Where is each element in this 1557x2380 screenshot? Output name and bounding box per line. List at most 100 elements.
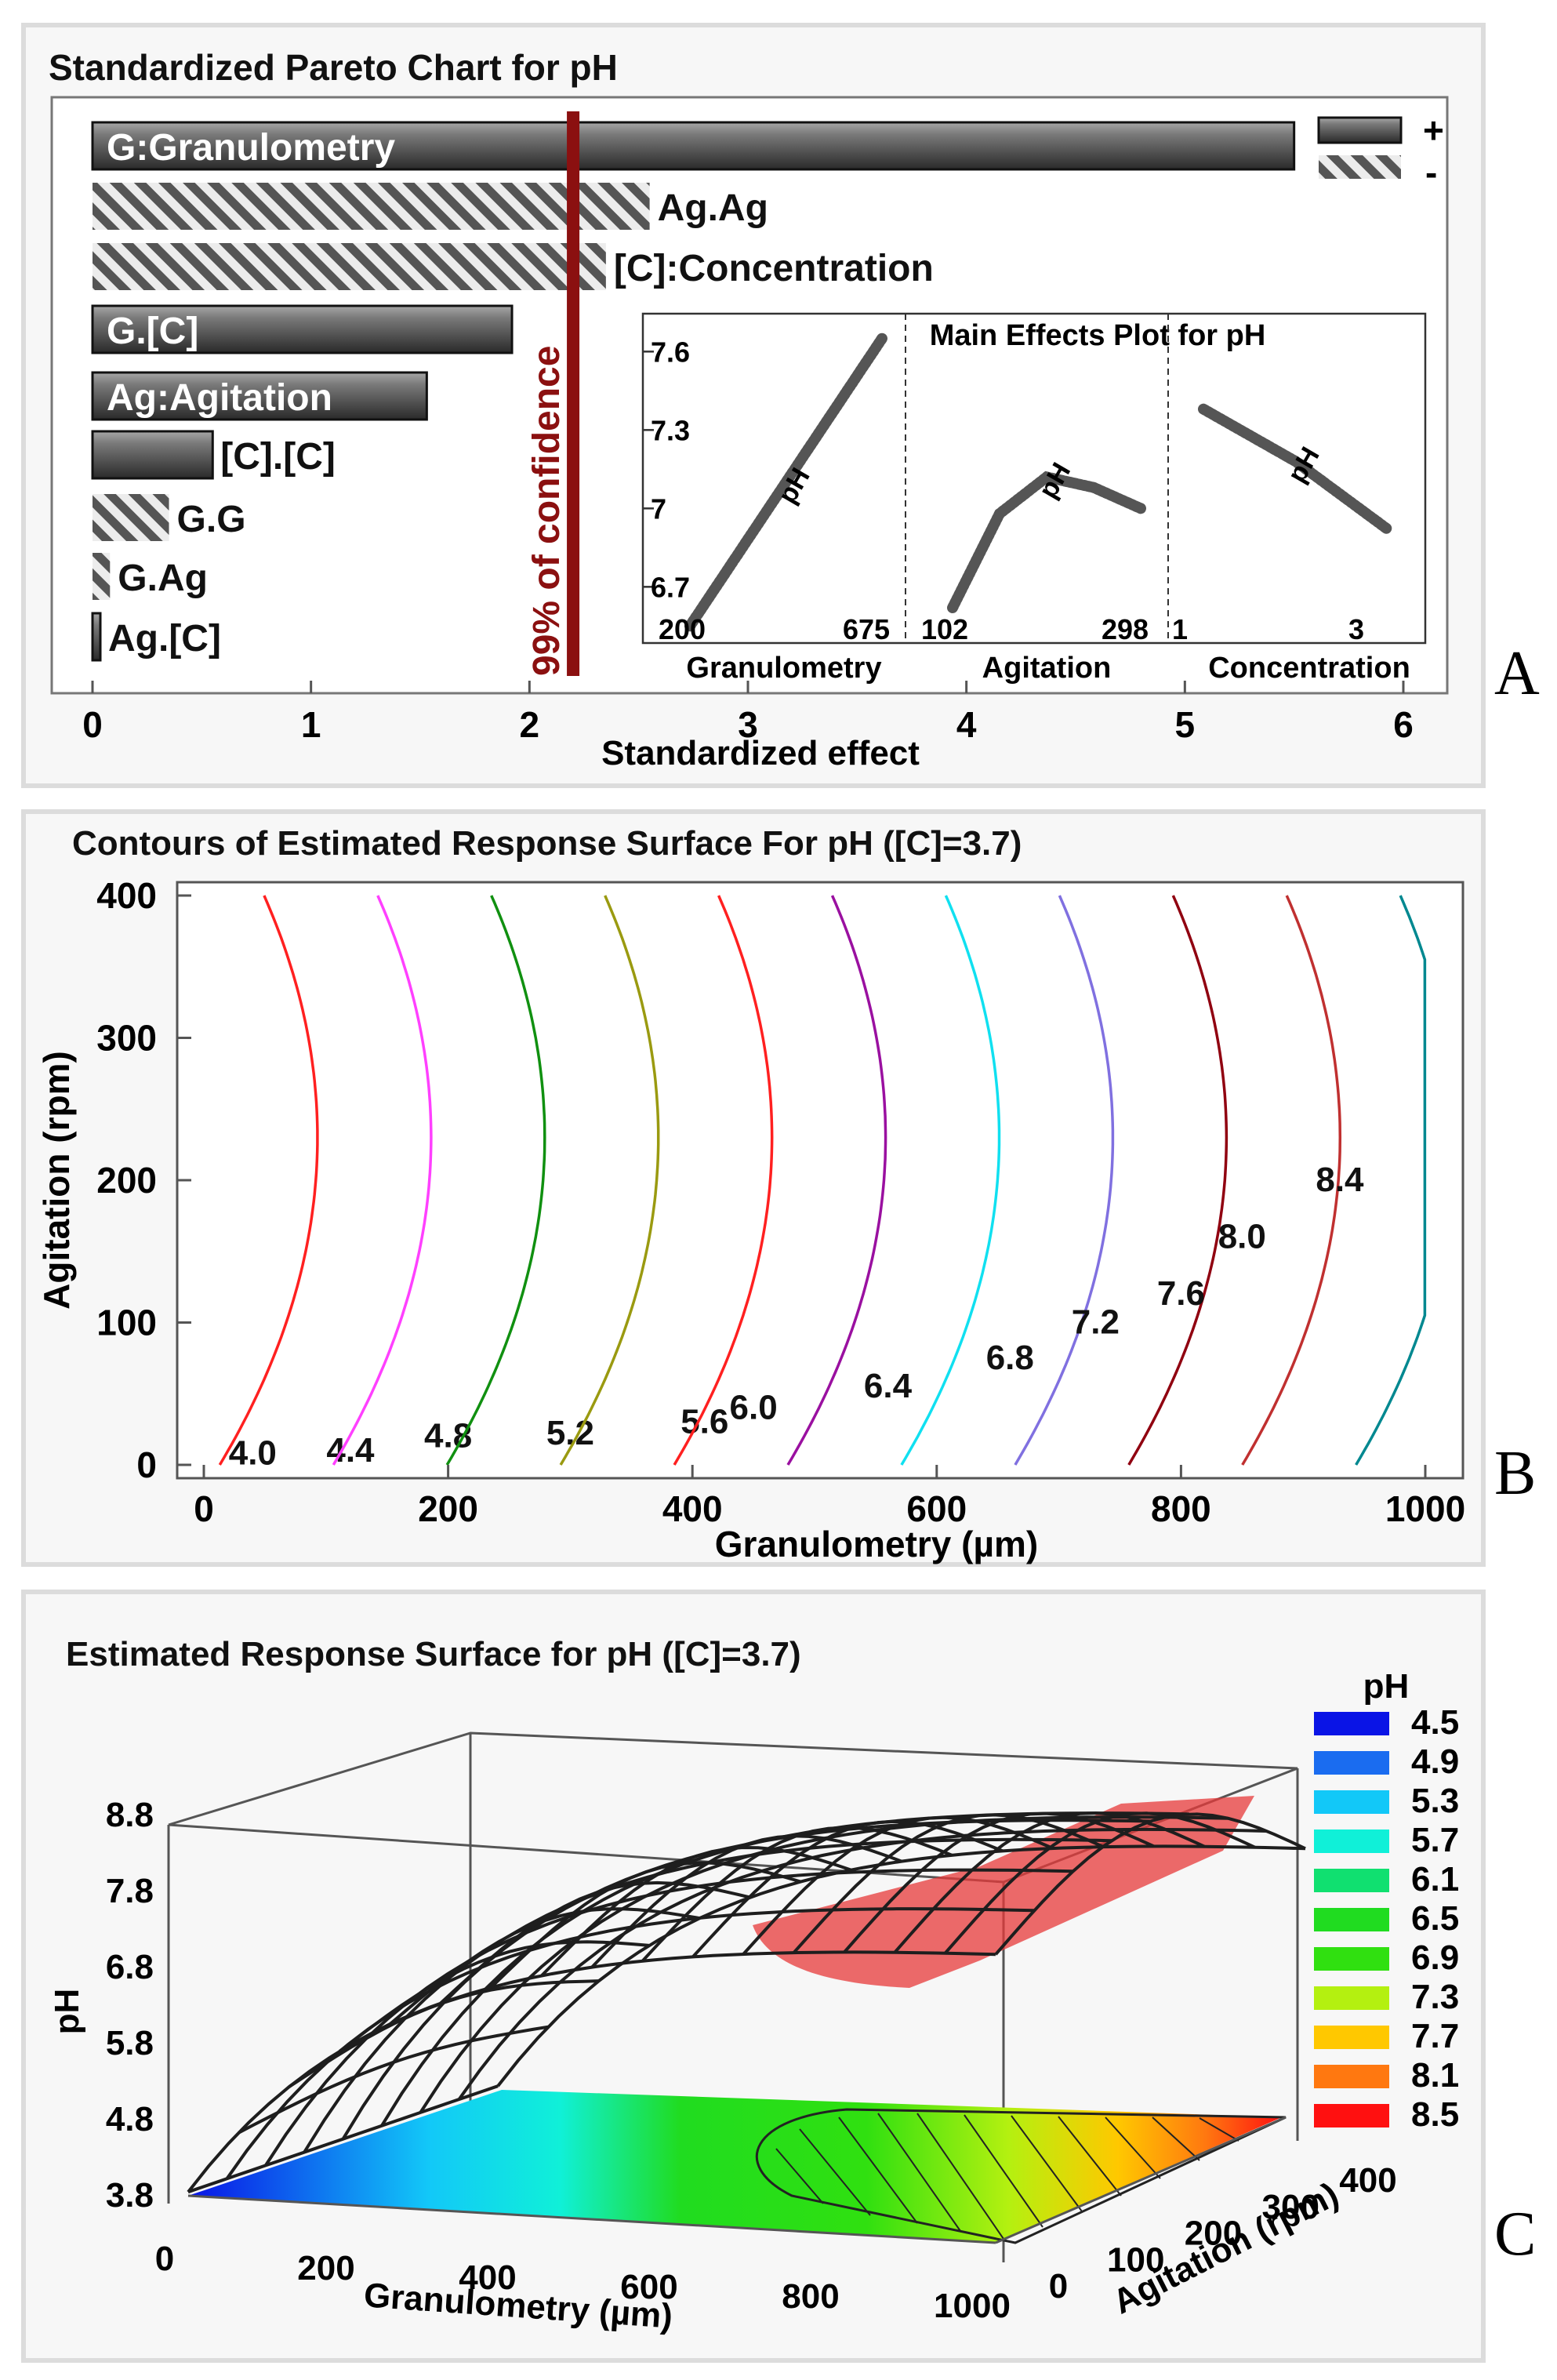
surface-axes: 8.87.86.85.84.83.80 200 400 600 800 100001002… bbox=[106, 1796, 1397, 2325]
panel-a: Standardized Pareto Chart for pH G:Granu… bbox=[21, 23, 1540, 788]
contour-x-label: Granulometry (µm) bbox=[715, 1524, 1038, 1564]
wireframe-line bbox=[843, 1811, 1155, 1953]
panel-label-b: B bbox=[1494, 1439, 1536, 1508]
pareto-x-tick: 3 bbox=[738, 704, 758, 745]
pareto-x-tick: 6 bbox=[1393, 704, 1414, 745]
wireframe-line bbox=[590, 1834, 902, 1968]
pareto-x-tick: 4 bbox=[956, 704, 977, 745]
pareto-bar-label: G.Ag bbox=[118, 558, 208, 599]
confidence-label: 99% of confidence bbox=[526, 346, 568, 676]
surface-legend-label: 8.1 bbox=[1411, 2056, 1459, 2095]
contour-line bbox=[218, 895, 319, 1466]
contour-y-label: Agitation (rpm) bbox=[36, 1051, 77, 1310]
surface-legend-swatch bbox=[1314, 2026, 1389, 2049]
surface-legend-swatch bbox=[1314, 2065, 1389, 2088]
wireframe-line bbox=[187, 2084, 499, 2194]
panel-label-c: C bbox=[1494, 2200, 1536, 2269]
contour-x-tick: 800 bbox=[1151, 1488, 1211, 1529]
wireframe-line bbox=[238, 2025, 549, 2135]
pareto-bar bbox=[93, 243, 606, 290]
surface-x-tick: 800 bbox=[782, 2277, 839, 2316]
pareto-bar-label: G.G bbox=[177, 499, 246, 540]
surface-legend-swatch bbox=[1314, 1947, 1389, 1971]
contour-label: 7.2 bbox=[1072, 1303, 1120, 1342]
surface-legend-label: 7.7 bbox=[1411, 2017, 1459, 2055]
contour-axes: 0 200 400 600 800 1000 0 100 200 300 400 bbox=[96, 875, 1465, 1529]
surface-legend-swatch bbox=[1314, 1986, 1389, 2010]
inset-effect-line bbox=[684, 332, 887, 632]
wireframe-line bbox=[793, 1813, 1105, 1954]
contour-line bbox=[900, 895, 1001, 1466]
contour-y-tick: 300 bbox=[96, 1018, 157, 1059]
inset-y-ticks: 7.6 7.3 7 6.7 bbox=[643, 336, 690, 603]
panel-c-frame bbox=[21, 1590, 1486, 2363]
pareto-x-axis: 0 1 2 3 4 5 6 bbox=[82, 681, 1414, 745]
inset-y-tick: 7.6 bbox=[651, 336, 690, 368]
pareto-x-tick: 5 bbox=[1175, 704, 1196, 745]
inset-y-tick: 7 bbox=[651, 492, 666, 525]
surface-floor-projection bbox=[188, 2090, 1282, 2243]
contour-label: 4.0 bbox=[229, 1433, 277, 1472]
contour-y-tick: 400 bbox=[96, 875, 157, 916]
surface-z-tick: 4.8 bbox=[106, 2100, 154, 2138]
surface-legend-label: 6.9 bbox=[1411, 1939, 1459, 1977]
surface-legend-swatch bbox=[1314, 1830, 1389, 1853]
inset-y-tick: 7.3 bbox=[651, 414, 690, 446]
pareto-bar-label: G:Granulometry bbox=[107, 127, 395, 169]
pareto-title: Standardized Pareto Chart for pH bbox=[49, 47, 618, 88]
inset-low-tick: 200 bbox=[659, 613, 706, 645]
surface-legend-label: 4.9 bbox=[1411, 1742, 1459, 1781]
pareto-bar-label: G.[C] bbox=[107, 311, 198, 352]
wireframe-line bbox=[944, 1811, 1256, 1955]
surface-x-tick: 200 bbox=[297, 2249, 354, 2287]
surface-y-tick: 100 bbox=[1107, 2240, 1164, 2279]
contour-lines: 4.0 4.4 4.8 5.2 5.6 6.06.46.87.27.68.08.4 bbox=[218, 895, 1427, 1472]
pareto-bar bbox=[91, 371, 428, 421]
surface-wireframe bbox=[187, 1811, 1306, 2194]
surface-legend-title: pH bbox=[1363, 1667, 1410, 1706]
contour-label: 6.0 bbox=[730, 1388, 778, 1426]
inset-plot-area bbox=[641, 312, 1427, 645]
surface-legend-swatch bbox=[1314, 1790, 1389, 1814]
surface-z-tick: 8.8 bbox=[106, 1796, 154, 1834]
panel-b: Contours of Estimated Response Surface F… bbox=[21, 809, 1536, 1567]
inset-factor-name: Concentration bbox=[1208, 652, 1410, 685]
contour-label: 6.4 bbox=[864, 1367, 913, 1405]
surface-legend-swatch bbox=[1314, 1869, 1389, 1892]
contour-line bbox=[559, 895, 660, 1466]
contour-line bbox=[1355, 895, 1427, 1466]
contour-line bbox=[1241, 895, 1342, 1466]
legend-positive-label: + bbox=[1423, 110, 1444, 151]
surface-y-tick: 300 bbox=[1262, 2188, 1319, 2226]
surface-legend-label: 6.5 bbox=[1411, 1899, 1459, 1938]
surface-x-tick: 1000 bbox=[934, 2287, 1011, 2325]
contour-line bbox=[445, 895, 546, 1466]
pareto-bar bbox=[93, 183, 650, 230]
pareto-bar-label: [C].[C] bbox=[220, 436, 336, 478]
wireframe-line bbox=[641, 1826, 953, 1963]
inset-effect-line bbox=[1198, 403, 1393, 535]
wireframe-line bbox=[893, 1811, 1206, 1954]
surface-legend-label: 5.3 bbox=[1411, 1782, 1459, 1820]
surface-z-tick: 5.8 bbox=[106, 2024, 154, 2062]
inset-title: Main Effects Plot for pH bbox=[930, 319, 1266, 352]
wireframe-line bbox=[994, 1812, 1306, 1956]
surface-legend-label: 7.3 bbox=[1411, 1978, 1459, 2016]
pareto-bars: G:Granulometry Ag.Ag [C]:Concentration G.[C… bbox=[91, 121, 1296, 662]
pareto-bar-label: [C]:Concentration bbox=[614, 248, 934, 289]
inset-low-tick: 1 bbox=[1172, 613, 1188, 645]
wireframe-line bbox=[439, 1880, 751, 2005]
pareto-bar-label: Ag.Ag bbox=[658, 187, 768, 229]
contour-x-tick: 0 bbox=[194, 1488, 214, 1529]
legend-negative-swatch bbox=[1319, 155, 1401, 179]
contour-line bbox=[332, 895, 433, 1466]
surface-x-tick: 0 bbox=[155, 2240, 174, 2278]
surface-red-region bbox=[753, 1796, 1254, 1988]
surface-legend-swatch bbox=[1314, 2104, 1389, 2127]
surface-x-tick: 600 bbox=[620, 2268, 677, 2306]
inset-factor-name: Granulometry bbox=[686, 652, 881, 685]
legend-negative-label: - bbox=[1425, 152, 1437, 193]
surface-box-front bbox=[187, 2116, 1287, 2244]
